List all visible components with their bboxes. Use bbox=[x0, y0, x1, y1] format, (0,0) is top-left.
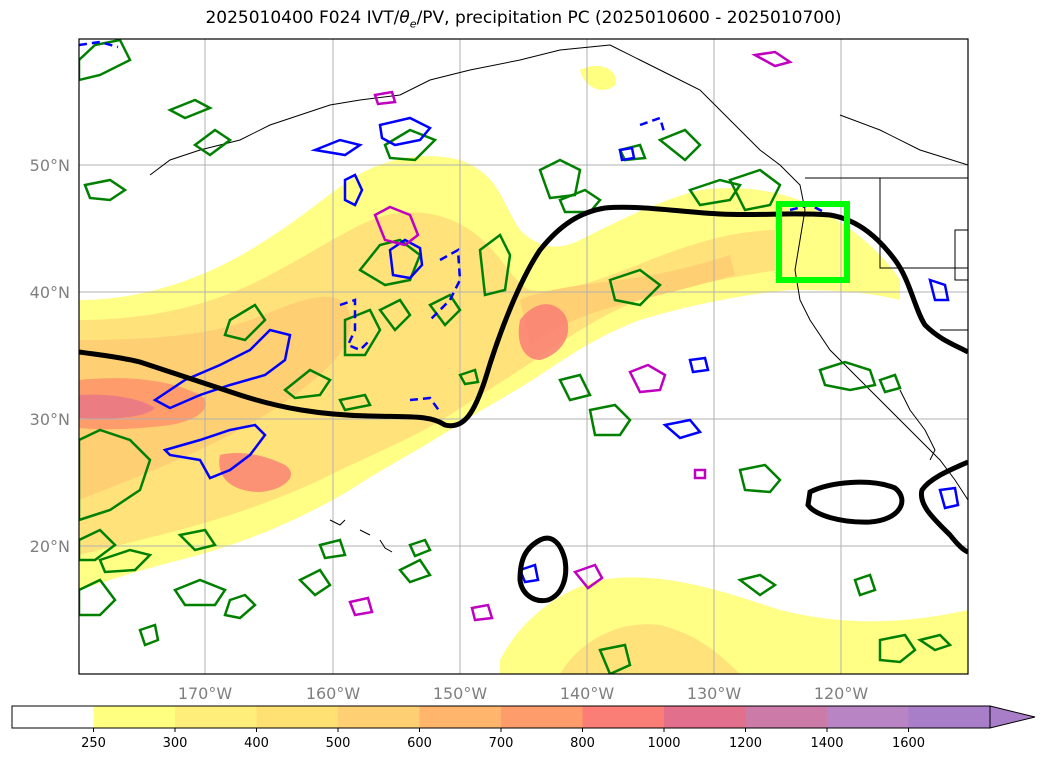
colorbar-tick-label: 1000 bbox=[647, 736, 680, 751]
colorbar-tick-label: 600 bbox=[407, 736, 432, 751]
colorbar-extend-arrow bbox=[989, 705, 1036, 729]
colorbar-segment bbox=[827, 706, 909, 728]
lon-label: 160°W bbox=[306, 684, 361, 703]
map-title: 2025010400 F024 IVT/θe/PV, precipitation… bbox=[205, 8, 842, 31]
colorbar-tick-label: 700 bbox=[489, 736, 514, 751]
colorbar-segment bbox=[175, 706, 257, 728]
lat-label: 20°N bbox=[30, 537, 70, 556]
lat-label: 30°N bbox=[30, 410, 70, 429]
colorbar-segment bbox=[745, 706, 828, 728]
colorbar-segment bbox=[908, 706, 991, 728]
lon-label: 120°W bbox=[814, 684, 869, 703]
colorbar-tick-label: 300 bbox=[163, 736, 188, 751]
blue-contours bbox=[152, 116, 960, 584]
lon-label: 150°W bbox=[433, 684, 488, 703]
map-panel bbox=[79, 39, 968, 674]
colorbar-tick-label: 800 bbox=[570, 736, 595, 751]
colorbar-segment bbox=[338, 706, 420, 728]
lat-label: 40°N bbox=[30, 283, 70, 302]
coastlines bbox=[149, 44, 968, 553]
colorbar-tick-label: 1400 bbox=[810, 736, 843, 751]
colorbar-tick-label: 250 bbox=[81, 736, 106, 751]
colorbar-segment bbox=[256, 706, 339, 728]
colorbar: 250 300 400 500 600 700 800 1000 1200 1400 1600 bbox=[11, 705, 1036, 751]
lon-label: 140°W bbox=[560, 684, 615, 703]
colorbar-tick-label: 1600 bbox=[892, 736, 925, 751]
colorbar-tick-label: 400 bbox=[244, 736, 269, 751]
jet-contour bbox=[79, 204, 968, 604]
magenta-contours bbox=[348, 50, 793, 622]
colorbar-segment bbox=[664, 706, 746, 728]
lat-label: 50°N bbox=[30, 156, 70, 175]
colorbar-segment bbox=[93, 706, 176, 728]
lon-label: 130°W bbox=[687, 684, 742, 703]
colorbar-tick-label: 1200 bbox=[729, 736, 762, 751]
highlight-box bbox=[776, 201, 850, 283]
colorbar-segment bbox=[582, 706, 665, 728]
map-frame bbox=[78, 38, 969, 675]
colorbar-segment bbox=[501, 706, 583, 728]
green-contours bbox=[79, 39, 953, 674]
colorbar-segment bbox=[419, 706, 502, 728]
lat-labels: 50°N 40°N 30°N 20°N bbox=[30, 156, 70, 556]
lon-label: 170°W bbox=[178, 684, 233, 703]
colorbar-segment bbox=[12, 706, 94, 728]
lon-labels: 170°W 160°W 150°W 140°W 130°W 120°W bbox=[178, 684, 869, 703]
ivt-shading bbox=[79, 65, 968, 674]
colorbar-tick-label: 500 bbox=[326, 736, 351, 751]
